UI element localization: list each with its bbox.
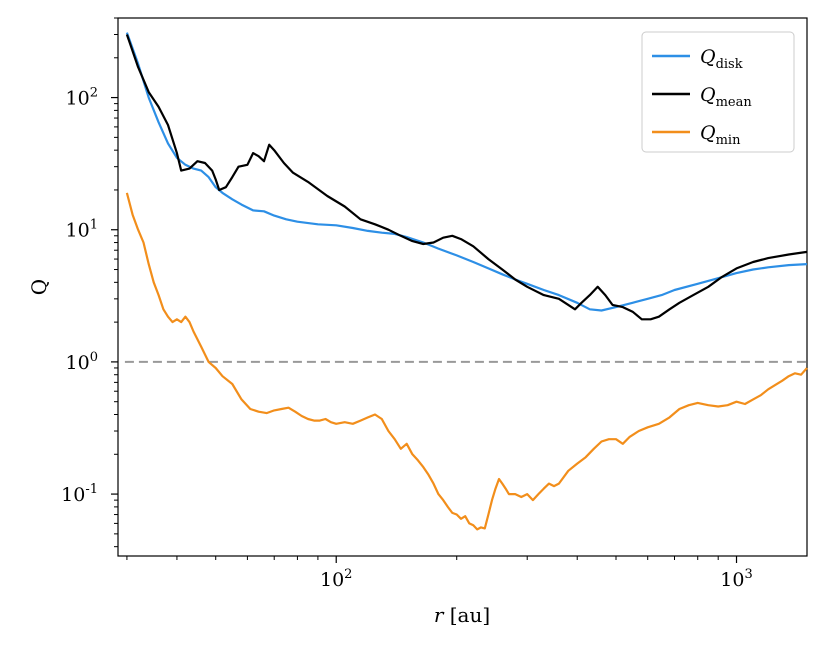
legend: Qdisk Qmean Qmin (641, 31, 795, 153)
x-axis-label-unit: [au] (450, 603, 490, 627)
x-axis: 102 103 (126, 556, 753, 591)
x-axis-label-var: r (434, 603, 445, 627)
y-tick-label: 102 (66, 86, 98, 110)
y-axis: 10-1 100 101 102 (61, 17, 118, 548)
x-axis-label: r [au] (434, 603, 490, 627)
legend-label-min: Qmin (700, 122, 741, 148)
legend-label-mean: Qmean (700, 84, 752, 110)
series-line-disk (125, 32, 808, 312)
series-line-min (125, 192, 808, 531)
y-tick-label: 100 (66, 350, 98, 374)
y-tick-label: 101 (66, 218, 98, 242)
plot-area (117, 17, 808, 557)
x-tick-label: 103 (720, 567, 752, 591)
y-axis-label: Q (27, 279, 51, 295)
y-tick-label: 10-1 (61, 482, 98, 506)
plot-frame (117, 17, 808, 557)
series-line-mean (125, 34, 808, 321)
legend-box (641, 31, 795, 153)
legend-label-disk: Qdisk (700, 46, 743, 72)
x-tick-label: 102 (320, 567, 352, 591)
legend-entries: Qdisk Qmean Qmin (652, 46, 752, 148)
series-group (125, 32, 808, 531)
